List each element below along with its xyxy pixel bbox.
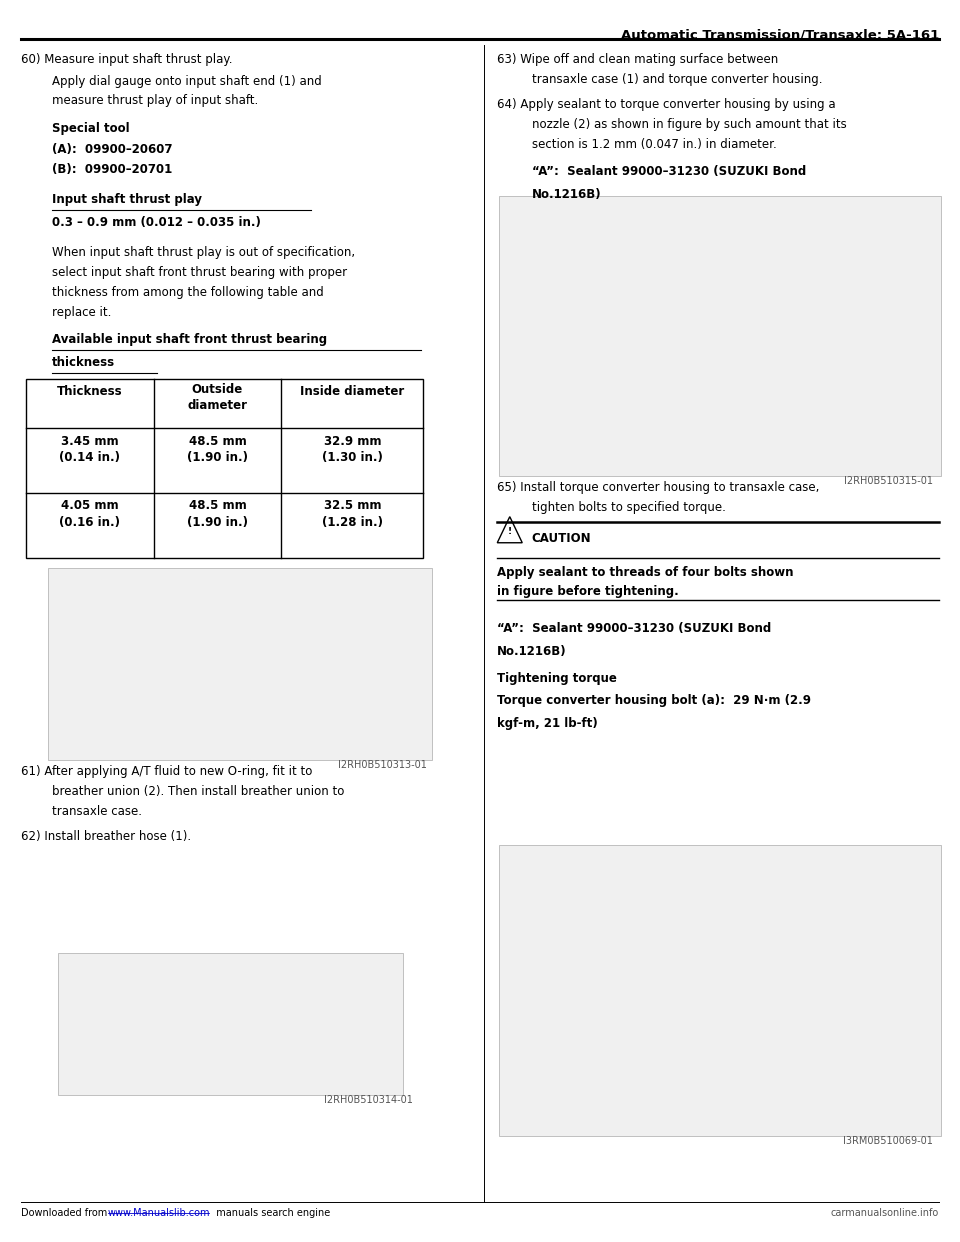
Text: 3.45 mm
(0.14 in.): 3.45 mm (0.14 in.) <box>60 435 120 465</box>
Bar <box>58 953 403 1095</box>
Bar <box>26 379 423 558</box>
Text: 32.9 mm
(1.30 in.): 32.9 mm (1.30 in.) <box>322 435 383 465</box>
Text: nozzle (2) as shown in figure by such amount that its: nozzle (2) as shown in figure by such am… <box>532 118 847 130</box>
Text: kgf-m, 21 lb-ft): kgf-m, 21 lb-ft) <box>497 717 598 729</box>
Text: I2RH0B510315-01: I2RH0B510315-01 <box>844 476 933 486</box>
Text: 61) After applying A/T fluid to new O-ring, fit it to: 61) After applying A/T fluid to new O-ri… <box>21 765 313 777</box>
Text: breather union (2). Then install breather union to: breather union (2). Then install breathe… <box>52 785 345 797</box>
Text: I2RH0B510313-01: I2RH0B510313-01 <box>338 760 427 770</box>
Text: 65) Install torque converter housing to transaxle case,: 65) Install torque converter housing to … <box>497 481 820 493</box>
Text: select input shaft front thrust bearing with proper: select input shaft front thrust bearing … <box>52 266 347 278</box>
Text: tighten bolts to specified torque.: tighten bolts to specified torque. <box>532 501 726 513</box>
Text: 48.5 mm
(1.90 in.): 48.5 mm (1.90 in.) <box>187 499 248 529</box>
Text: 32.5 mm
(1.28 in.): 32.5 mm (1.28 in.) <box>322 499 383 529</box>
Text: Input shaft thrust play: Input shaft thrust play <box>52 193 202 205</box>
Text: Special tool: Special tool <box>52 122 130 134</box>
Text: 60) Measure input shaft thrust play.: 60) Measure input shaft thrust play. <box>21 53 232 66</box>
Text: section is 1.2 mm (0.047 in.) in diameter.: section is 1.2 mm (0.047 in.) in diamete… <box>532 138 777 150</box>
Text: measure thrust play of input shaft.: measure thrust play of input shaft. <box>52 94 258 107</box>
Text: No.1216B): No.1216B) <box>497 645 567 657</box>
Text: www.Manualslib.com: www.Manualslib.com <box>108 1208 210 1218</box>
Text: Downloaded from: Downloaded from <box>21 1208 110 1218</box>
Text: Inside diameter: Inside diameter <box>300 385 404 397</box>
Text: “A”:  Sealant 99000–31230 (SUZUKI Bond: “A”: Sealant 99000–31230 (SUZUKI Bond <box>532 165 806 178</box>
Text: I2RH0B510314-01: I2RH0B510314-01 <box>324 1095 413 1105</box>
Text: 0.3 – 0.9 mm (0.012 – 0.035 in.): 0.3 – 0.9 mm (0.012 – 0.035 in.) <box>52 216 261 229</box>
Text: When input shaft thrust play is out of specification,: When input shaft thrust play is out of s… <box>52 246 355 258</box>
Text: 63) Wipe off and clean mating surface between: 63) Wipe off and clean mating surface be… <box>497 53 779 66</box>
Text: Apply sealant to threads of four bolts shown: Apply sealant to threads of four bolts s… <box>497 566 794 579</box>
Text: Tightening torque: Tightening torque <box>497 672 617 684</box>
Text: 48.5 mm
(1.90 in.): 48.5 mm (1.90 in.) <box>187 435 248 465</box>
Text: carmanualsonline.info: carmanualsonline.info <box>830 1208 939 1218</box>
Text: transaxle case.: transaxle case. <box>52 805 142 817</box>
Text: replace it.: replace it. <box>52 306 111 318</box>
Bar <box>499 845 941 1136</box>
Bar <box>48 568 432 760</box>
Text: !: ! <box>508 527 512 535</box>
Text: Apply dial gauge onto input shaft end (1) and: Apply dial gauge onto input shaft end (1… <box>52 75 322 87</box>
Text: No.1216B): No.1216B) <box>532 188 602 200</box>
Text: “A”:  Sealant 99000–31230 (SUZUKI Bond: “A”: Sealant 99000–31230 (SUZUKI Bond <box>497 622 772 635</box>
Text: Outside
diameter: Outside diameter <box>187 383 248 412</box>
Text: transaxle case (1) and torque converter housing.: transaxle case (1) and torque converter … <box>532 73 823 86</box>
Text: Available input shaft front thrust bearing: Available input shaft front thrust beari… <box>52 333 327 345</box>
Text: Automatic Transmission/Transaxle: 5A-161: Automatic Transmission/Transaxle: 5A-161 <box>620 29 939 41</box>
Text: CAUTION: CAUTION <box>531 532 590 544</box>
Text: Thickness: Thickness <box>57 385 123 397</box>
Text: in figure before tightening.: in figure before tightening. <box>497 585 679 597</box>
Text: 64) Apply sealant to torque converter housing by using a: 64) Apply sealant to torque converter ho… <box>497 98 836 111</box>
Text: (B):  09900–20701: (B): 09900–20701 <box>52 163 172 175</box>
Bar <box>499 196 941 476</box>
Text: (A):  09900–20607: (A): 09900–20607 <box>52 143 173 155</box>
Text: 62) Install breather hose (1).: 62) Install breather hose (1). <box>21 830 191 842</box>
Text: thickness: thickness <box>52 356 115 369</box>
Text: Torque converter housing bolt (a):  29 N·m (2.9: Torque converter housing bolt (a): 29 N·… <box>497 694 811 707</box>
Text: thickness from among the following table and: thickness from among the following table… <box>52 286 324 298</box>
Text: I3RM0B510069-01: I3RM0B510069-01 <box>843 1136 933 1146</box>
Text: 4.05 mm
(0.16 in.): 4.05 mm (0.16 in.) <box>60 499 120 529</box>
Text: manuals search engine: manuals search engine <box>210 1208 330 1218</box>
